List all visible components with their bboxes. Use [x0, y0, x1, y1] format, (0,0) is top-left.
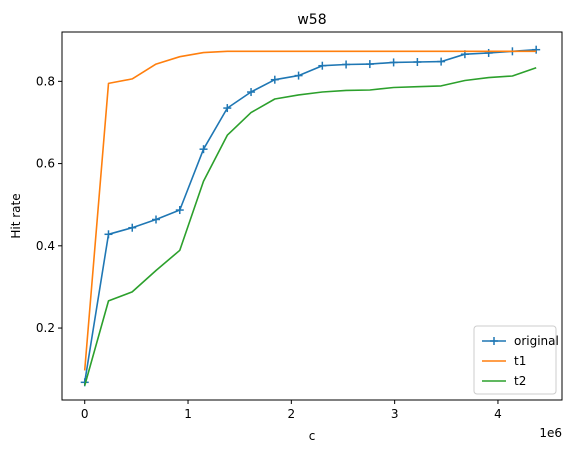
data-point-original: [175, 206, 184, 215]
x-tick-label: 4: [494, 407, 502, 421]
data-point-original: [247, 88, 256, 97]
legend-label: original: [514, 334, 559, 348]
data-point-original: [294, 71, 303, 80]
data-point-original: [365, 60, 374, 69]
legend-item-t1: t1: [482, 354, 526, 368]
series-line-original: [83, 48, 537, 383]
legend-label: t1: [514, 354, 526, 368]
data-point-original: [104, 230, 113, 239]
data-point-original: [128, 223, 137, 232]
y-tick-label: 0.8: [36, 74, 55, 88]
legend: original t1 t2: [473, 325, 559, 395]
x-tick-label: 0: [81, 407, 89, 421]
x-axis-offset-label: 1e6: [539, 426, 562, 440]
data-point-original: [484, 48, 493, 57]
data-point-original: [437, 57, 446, 66]
y-tick-label: 0.2: [36, 321, 55, 335]
x-tick-label: 1: [184, 407, 192, 421]
y-tick-label: 0.6: [36, 157, 55, 171]
series-line-t2: [83, 67, 537, 386]
x-tick-label: 3: [391, 407, 399, 421]
data-point-original: [223, 104, 232, 113]
x-axis-label: c: [309, 429, 316, 443]
legend-label: t2: [514, 374, 526, 388]
chart-title: w58: [297, 12, 326, 28]
data-point-original: [413, 58, 422, 67]
data-point-original: [389, 58, 398, 67]
series-line-t1: [83, 50, 537, 371]
y-axis: 0.2 0.4 0.6 0.8: [36, 74, 62, 335]
data-point-original: [270, 75, 279, 84]
legend-item-original: original: [482, 334, 559, 348]
legend-item-t2: t2: [482, 374, 526, 388]
data-point-original: [318, 61, 327, 70]
data-point-original: [342, 60, 351, 69]
x-tick-label: 2: [288, 407, 296, 421]
y-tick-label: 0.4: [36, 239, 55, 253]
data-point-original: [199, 145, 208, 154]
data-point-original: [152, 215, 161, 224]
y-axis-label: Hit rate: [9, 193, 23, 238]
plot-frame: [61, 31, 563, 401]
x-axis: 0 1 2 3 4: [81, 400, 502, 421]
data-point-original: [532, 45, 541, 54]
plot-area: [80, 45, 541, 387]
